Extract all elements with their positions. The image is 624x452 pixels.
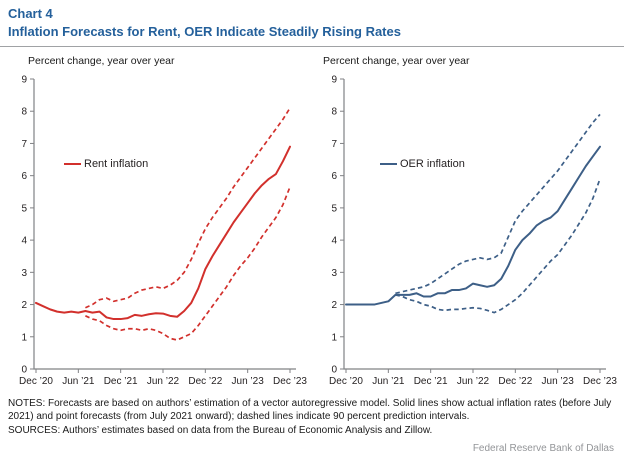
sources-text: SOURCES: Authors’ estimates based on dat…: [8, 425, 433, 437]
y-tick-label: 6: [21, 171, 27, 182]
y-tick-label: 5: [21, 203, 27, 214]
y-tick-label: 0: [331, 365, 337, 376]
oer-legend-line-swatch: [380, 163, 397, 166]
y-tick-label: 2: [21, 300, 27, 311]
y-tick-label: 7: [331, 139, 337, 150]
x-tick-label: Jun ’23: [232, 376, 265, 387]
y-tick-label: 1: [21, 332, 27, 343]
y-tick-label: 7: [21, 139, 27, 150]
notes-text: NOTES: Forecasts are based on authors’ e…: [8, 398, 612, 423]
data-series: [35, 107, 291, 341]
data-series: [345, 113, 601, 314]
x-tick-label: Jun ’21: [372, 376, 405, 387]
y-tick-label: 3: [21, 268, 27, 279]
chart-header: Chart 4 Inflation Forecasts for Rent, OE…: [0, 0, 624, 48]
series-line-solid: [35, 145, 291, 321]
y-tick-label: 0: [21, 365, 27, 376]
x-tick-label: Dec ’23: [273, 376, 307, 387]
axes: [343, 79, 606, 370]
series-line-dashed: [85, 186, 291, 341]
x-tick-label: Dec ’21: [414, 376, 448, 387]
series-line-dashed: [85, 107, 291, 309]
oer-inflation-chart: Percent change, year over year 0 1 2 3 4 5 6 7 8…: [318, 53, 617, 393]
y-tick-label: 5: [331, 203, 337, 214]
series-line-dashed: [395, 113, 601, 295]
oer-legend-label: OER inflation: [400, 158, 465, 171]
y-tick-label: 4: [331, 236, 337, 247]
x-tick-label: Dec ’20: [329, 376, 363, 387]
oer-legend: OER inflation: [380, 158, 465, 170]
series-line-dashed: [395, 178, 601, 314]
series-line-solid: [345, 145, 601, 306]
y-tick-label: 9: [21, 75, 27, 86]
y-axis-ticks: 0 1 2 3 4 5 6 7 8 9: [21, 75, 34, 376]
axes: [33, 79, 296, 370]
y-tick-label: 8: [331, 107, 337, 118]
x-tick-label: Jun ’23: [542, 376, 575, 387]
rent-axis-units-label: Percent change, year over year: [28, 55, 175, 68]
x-axis-ticks: Dec ’20 Jun ’21 Dec ’21 Jun ’22 Dec ’22 Jun ’…: [19, 369, 307, 387]
y-axis-ticks: 0 1 2 3 4 5 6 7 8 9: [331, 75, 344, 376]
attribution-text: Federal Reserve Bank of Dallas: [472, 443, 614, 452]
y-tick-label: 4: [21, 236, 27, 247]
chart-number: Chart 4: [8, 6, 53, 21]
x-tick-label: Dec ’20: [19, 376, 53, 387]
y-tick-label: 3: [331, 268, 337, 279]
x-tick-label: Dec ’22: [188, 376, 222, 387]
rent-legend-line-swatch: [64, 163, 81, 166]
y-tick-label: 9: [331, 75, 337, 86]
charts-row: Percent change, year over year 0 1 2 3 4 5 6 7 8…: [8, 53, 624, 393]
page-title: Inflation Forecasts for Rent, OER Indica…: [8, 23, 401, 39]
y-tick-label: 8: [21, 107, 27, 118]
rent-legend: Rent inflation: [64, 158, 148, 170]
x-tick-label: Jun ’22: [457, 376, 490, 387]
oer-axis-units-label: Percent change, year over year: [323, 55, 470, 68]
x-tick-label: Dec ’22: [498, 376, 532, 387]
x-tick-label: Jun ’21: [62, 376, 95, 387]
x-axis-ticks: Dec ’20 Jun ’21 Dec ’21 Jun ’22 Dec ’22 Jun ’…: [329, 369, 617, 387]
rent-legend-label: Rent inflation: [84, 158, 149, 171]
x-tick-label: Jun ’22: [147, 376, 180, 387]
y-tick-label: 6: [331, 171, 337, 182]
x-tick-label: Dec ’23: [583, 376, 617, 387]
y-tick-label: 1: [331, 332, 337, 343]
y-tick-label: 2: [331, 300, 337, 311]
x-tick-label: Dec ’21: [104, 376, 138, 387]
rent-inflation-chart: Percent change, year over year 0 1 2 3 4 5 6 7 8…: [8, 53, 307, 393]
